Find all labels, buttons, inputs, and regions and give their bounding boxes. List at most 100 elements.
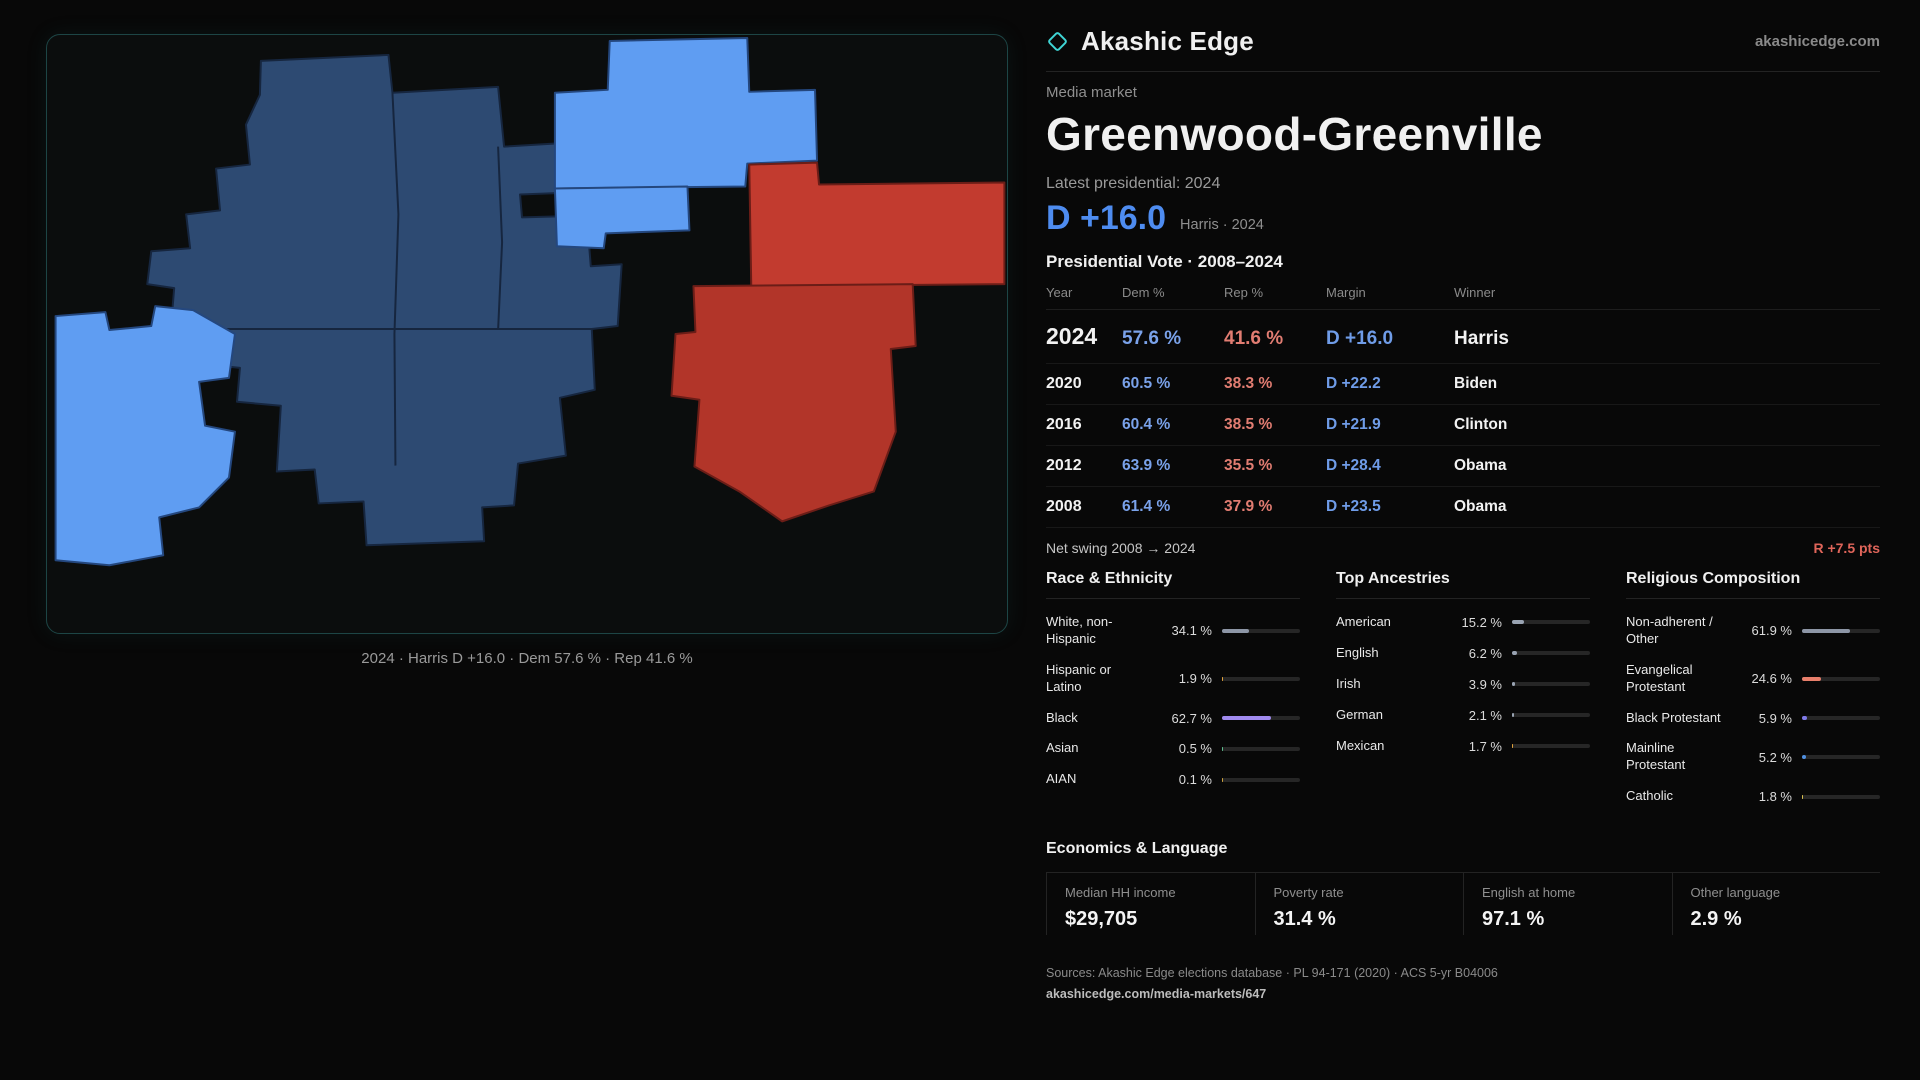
bar-fill — [1512, 713, 1514, 718]
demo-label: White, non-Hispanic — [1046, 614, 1113, 646]
net-swing-row: Net swing 2008 → 2024 R +7.5 pts — [1046, 528, 1880, 566]
religion-title: Religious Composition — [1626, 570, 1880, 599]
table-row: 2012 63.9 % 35.5 % D +28.4 Obama — [1046, 446, 1880, 487]
cell-year: 2008 — [1046, 498, 1082, 515]
list-item: English 6.2 % — [1336, 638, 1590, 669]
net-swing-value: R +7.5 pts — [1813, 540, 1880, 556]
brand-name: Akashic Edge — [1081, 26, 1254, 56]
stat-value: 97.1 % — [1482, 908, 1545, 931]
margin-value: D +16.0 — [1046, 199, 1167, 237]
sources-text: Sources: Akashic Edge elections database… — [1046, 966, 1498, 981]
site-link[interactable]: akashicedge.com — [1754, 33, 1880, 50]
content-column: Akashic Edge akashicedge.com Media marke… — [1010, 0, 1920, 1080]
bar-track — [1802, 676, 1880, 681]
demo-value: 0.5 % — [1178, 741, 1212, 757]
col-header-margin: Margin — [1326, 285, 1366, 300]
map-caption: 2024 · Harris D +16.0 · Dem 57.6 % · Rep… — [361, 650, 693, 667]
bar-fill — [1222, 746, 1224, 751]
cell-rep: 38.5 % — [1224, 416, 1273, 433]
col-header-year: Year — [1046, 285, 1073, 300]
demo-value: 24.6 % — [1751, 671, 1792, 687]
bar-track — [1512, 713, 1590, 718]
bar-track — [1512, 744, 1590, 748]
demo-value: 0.1 % — [1178, 772, 1212, 788]
demo-value: 3.9 % — [1468, 676, 1502, 692]
stat-label: Median HH income — [1065, 885, 1176, 901]
col-header-rep: Rep % — [1224, 285, 1264, 300]
demo-label: Hispanic or Latino — [1046, 661, 1112, 694]
kicker-label: Media market — [1046, 84, 1137, 101]
demo-label: Evangelical Protestant — [1626, 661, 1693, 694]
list-item: AIAN 0.1 % — [1046, 764, 1300, 795]
stat-label: Other language — [1690, 885, 1781, 901]
headline-margin: D +16.0 Harris · 2024 — [1046, 199, 1880, 238]
demo-label: English — [1336, 644, 1379, 660]
media-market-map-panel — [46, 34, 1008, 634]
demo-label: Mainline Protestant — [1626, 740, 1686, 773]
demo-value: 34.1 % — [1171, 623, 1212, 639]
demo-label: Non-adherent / Other — [1626, 614, 1713, 646]
demo-value: 6.2 % — [1468, 645, 1502, 661]
cell-winner: Obama — [1454, 457, 1507, 474]
bar-fill — [1802, 628, 1851, 633]
bar-fill — [1512, 651, 1517, 656]
map-region-dem-light-sliver — [553, 185, 691, 250]
list-item: German 2.1 % — [1336, 700, 1590, 731]
cell-year: 2020 — [1046, 375, 1082, 392]
demo-value: 15.2 % — [1461, 614, 1502, 630]
bar-track — [1512, 682, 1590, 687]
demo-label: AIAN — [1046, 771, 1077, 787]
ancestries-column: Top Ancestries American 15.2 % English 6… — [1336, 570, 1590, 812]
col-header-dem: Dem % — [1122, 285, 1165, 300]
religion-column: Religious Composition Non-adherent / Oth… — [1626, 570, 1880, 812]
cell-dem: 60.4 % — [1122, 416, 1171, 433]
header-divider — [1046, 71, 1880, 72]
map-county-border — [391, 92, 400, 466]
stat-value: $29,705 — [1065, 908, 1138, 931]
race-ethnicity-column: Race & Ethnicity White, non-Hispanic 34.… — [1046, 570, 1300, 812]
bar-fill — [1512, 682, 1516, 687]
list-item: White, non-Hispanic 34.1 % — [1046, 607, 1300, 655]
race-ethnicity-title: Race & Ethnicity — [1046, 570, 1300, 599]
demo-label: American — [1336, 614, 1391, 629]
list-item: Catholic 1.8 % — [1626, 781, 1880, 812]
stat-label: Poverty rate — [1273, 885, 1344, 901]
demo-value: 62.7 % — [1171, 710, 1212, 726]
cell-dem: 57.6 % — [1122, 328, 1182, 349]
stat-value: 31.4 % — [1273, 908, 1336, 931]
bar-track — [1512, 620, 1590, 625]
map-county-border — [497, 146, 504, 331]
bar-track — [1222, 746, 1300, 751]
demographics-section: Race & Ethnicity White, non-Hispanic 34.… — [1046, 570, 1880, 812]
cell-rep: 37.9 % — [1224, 498, 1273, 515]
cell-margin: D +22.2 — [1326, 375, 1381, 392]
bar-track — [1222, 777, 1300, 782]
stat-label: English at home — [1482, 885, 1576, 901]
latest-presidential-label: Latest presidential: 2024 — [1046, 175, 1221, 192]
list-item: Non-adherent / Other 61.9 % — [1626, 607, 1880, 655]
bar-fill — [1222, 716, 1271, 720]
list-item: Black Protestant 5.9 % — [1626, 703, 1880, 734]
ancestries-title: Top Ancestries — [1336, 570, 1590, 599]
brand-diamond-icon — [1046, 30, 1069, 53]
cell-winner: Harris — [1454, 328, 1509, 349]
cell-winner: Biden — [1454, 375, 1498, 392]
list-item: Hispanic or Latino 1.9 % — [1046, 655, 1300, 703]
media-market-map — [54, 36, 1006, 567]
table-row: 2024 57.6 % 41.6 % D +16.0 Harris — [1046, 310, 1880, 364]
map-region-dem-light-bottomleft — [54, 305, 236, 567]
table-row: 2020 60.5 % 38.3 % D +22.2 Biden — [1046, 364, 1880, 405]
demo-value: 5.9 % — [1758, 710, 1792, 726]
permalink[interactable]: akashicedge.com/media-markets/647 — [1046, 987, 1267, 1002]
list-item: Evangelical Protestant 24.6 % — [1626, 655, 1880, 703]
map-region-rep-lower — [670, 283, 917, 523]
page-title: Greenwood-Greenville — [1046, 108, 1543, 160]
bar-fill — [1802, 755, 1807, 760]
cell-margin: D +16.0 — [1326, 328, 1394, 349]
cell-winner: Clinton — [1454, 416, 1508, 433]
demo-label: Mexican — [1336, 737, 1385, 753]
bar-track — [1512, 651, 1590, 656]
cell-dem: 60.5 % — [1122, 375, 1171, 392]
header: Akashic Edge akashicedge.com — [1046, 26, 1880, 57]
